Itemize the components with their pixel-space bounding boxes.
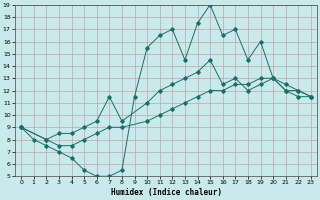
X-axis label: Humidex (Indice chaleur): Humidex (Indice chaleur) (110, 188, 221, 197)
